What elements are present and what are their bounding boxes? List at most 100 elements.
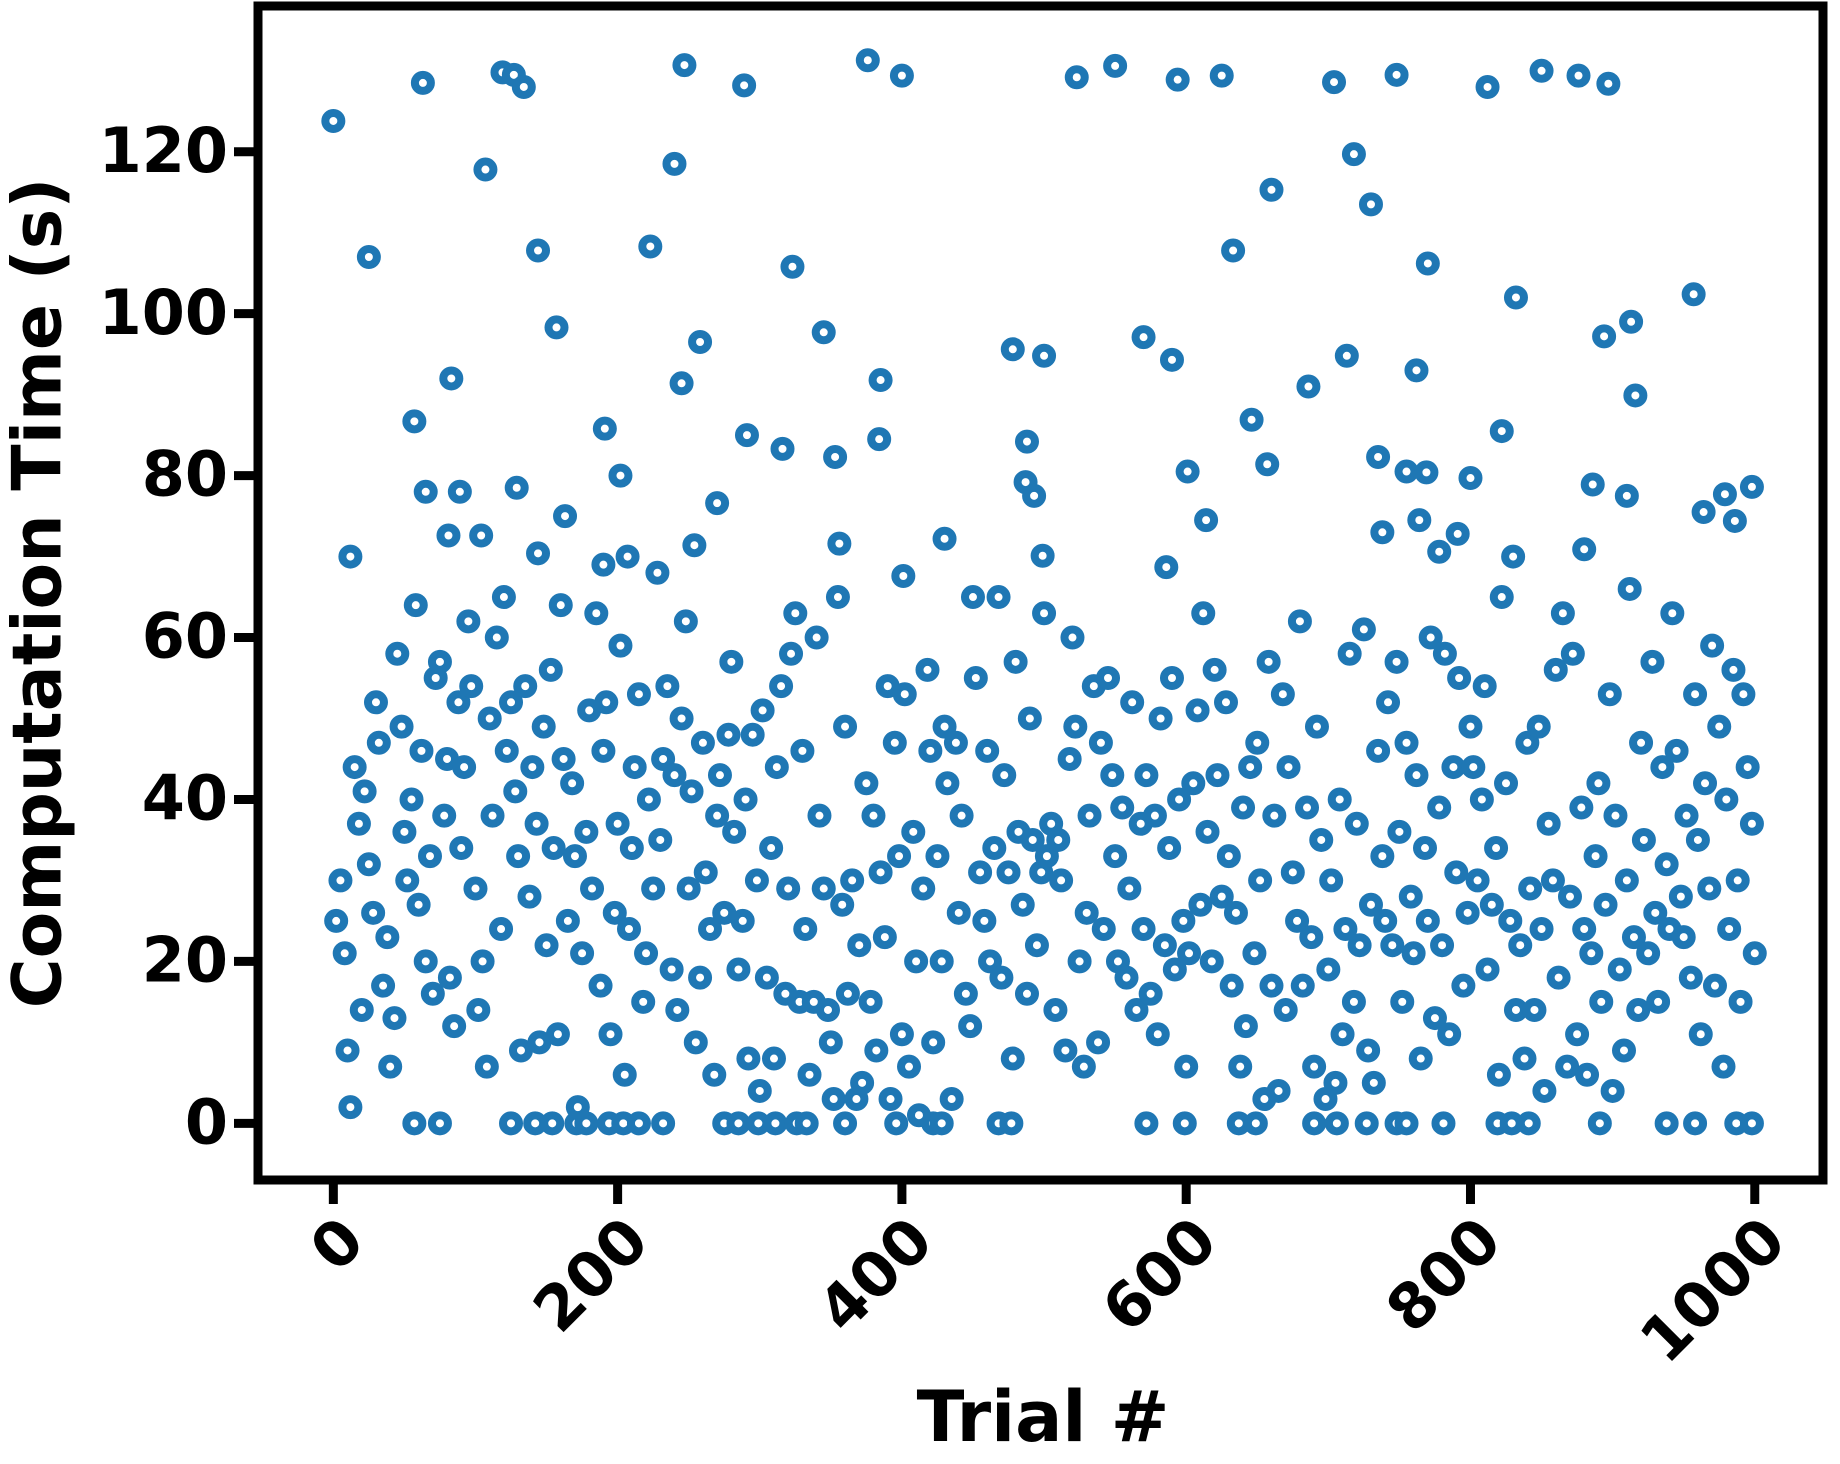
point	[705, 491, 730, 516]
point	[432, 803, 457, 828]
point	[1498, 908, 1523, 933]
point	[1145, 1022, 1170, 1047]
point	[1296, 374, 1321, 399]
point	[1322, 70, 1347, 95]
point	[1255, 452, 1280, 477]
point	[1354, 1111, 1379, 1136]
point	[1614, 868, 1639, 893]
y-tick-label: 40	[142, 762, 228, 835]
point	[1032, 343, 1057, 368]
point	[1177, 941, 1202, 966]
point	[968, 860, 993, 885]
point	[466, 997, 491, 1022]
point	[1231, 795, 1256, 820]
point	[1540, 868, 1565, 893]
point	[1110, 795, 1135, 820]
point	[707, 763, 732, 788]
point	[1366, 444, 1391, 469]
point	[1032, 601, 1057, 626]
point	[1194, 508, 1219, 533]
point	[1646, 989, 1671, 1014]
point	[683, 1030, 708, 1055]
point	[911, 876, 936, 901]
point	[1323, 1070, 1348, 1095]
point	[1479, 892, 1504, 917]
point	[1341, 142, 1366, 167]
point	[929, 1111, 954, 1136]
point	[854, 771, 879, 796]
point	[616, 917, 641, 942]
point	[1700, 633, 1725, 658]
x-tick-label: 200	[519, 1203, 662, 1346]
point	[1387, 819, 1412, 844]
point	[338, 1095, 363, 1120]
point	[456, 609, 481, 634]
point	[634, 941, 659, 966]
point	[352, 779, 377, 804]
point	[827, 531, 852, 556]
point	[1022, 483, 1047, 508]
point	[413, 949, 438, 974]
point	[770, 436, 795, 461]
point	[1347, 933, 1372, 958]
point	[1580, 472, 1605, 497]
point	[1455, 900, 1480, 925]
point	[904, 949, 929, 974]
point	[328, 868, 353, 893]
point	[996, 860, 1021, 885]
point	[1418, 625, 1443, 650]
point	[662, 763, 687, 788]
point	[1242, 941, 1267, 966]
point	[1014, 429, 1039, 454]
point	[1049, 868, 1074, 893]
point	[1465, 868, 1490, 893]
point	[992, 763, 1017, 788]
point	[504, 475, 529, 500]
point	[763, 1111, 788, 1136]
point	[1394, 459, 1419, 484]
point	[413, 479, 438, 504]
point	[577, 698, 602, 723]
point	[1422, 1006, 1447, 1031]
point	[1532, 1078, 1557, 1103]
point	[626, 682, 651, 707]
point	[570, 941, 595, 966]
point	[1671, 925, 1696, 950]
point	[442, 1014, 467, 1039]
point	[864, 1038, 889, 1063]
point	[1000, 337, 1025, 362]
point	[1316, 957, 1341, 982]
point	[1165, 67, 1190, 92]
point	[648, 827, 673, 852]
point	[555, 908, 580, 933]
point	[409, 738, 434, 763]
point	[1394, 730, 1419, 755]
point	[1167, 787, 1192, 812]
point	[1654, 852, 1679, 877]
point	[1302, 1054, 1327, 1079]
point	[740, 722, 765, 747]
point	[1074, 900, 1099, 925]
point	[1067, 949, 1092, 974]
point	[688, 965, 713, 990]
point	[963, 666, 988, 691]
point	[925, 844, 950, 869]
point	[651, 1111, 676, 1136]
point	[1607, 957, 1632, 982]
point	[1739, 474, 1764, 499]
point	[1172, 1111, 1197, 1136]
point	[882, 730, 907, 755]
point	[638, 234, 663, 259]
point	[1134, 763, 1159, 788]
point	[1735, 755, 1760, 780]
point	[1643, 900, 1668, 925]
point	[1299, 925, 1324, 950]
point	[747, 1078, 772, 1103]
point	[382, 1006, 407, 1031]
point	[534, 933, 559, 958]
point	[491, 585, 516, 610]
point	[1330, 1022, 1355, 1047]
point	[489, 917, 514, 942]
point	[1259, 973, 1284, 998]
point	[1583, 844, 1608, 869]
